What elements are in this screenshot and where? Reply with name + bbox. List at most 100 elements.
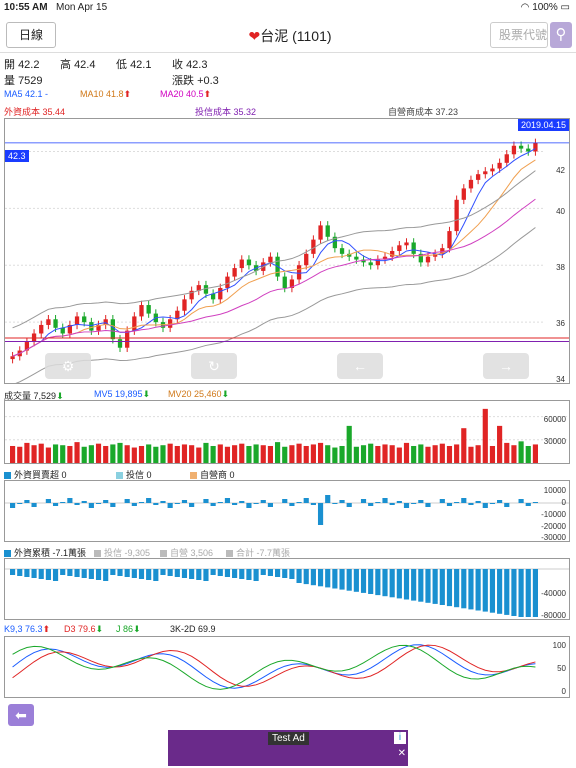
ad-close-icon[interactable]: ✕ xyxy=(397,748,406,759)
candle-body xyxy=(53,319,58,328)
price-chart-pane[interactable]: 42 40 38 36 34 2019.04.15 42.3 ⚙ ↻ ← → xyxy=(4,118,570,384)
legend-swatch xyxy=(190,472,197,480)
candle-body xyxy=(196,285,201,291)
institution-bar xyxy=(310,503,316,505)
institution-bar xyxy=(382,498,388,503)
cumulative-bar xyxy=(518,569,524,617)
institution-bar xyxy=(10,503,16,508)
volume-bar xyxy=(45,447,51,463)
legend-swatch xyxy=(4,550,11,558)
cumulative-pane[interactable]: -40000 -80000 xyxy=(4,558,570,620)
candle-body xyxy=(110,319,115,340)
mv5-label: MV5 19,895⬇ xyxy=(94,389,151,399)
cumulative-bar xyxy=(167,569,173,576)
institution-bar xyxy=(131,503,137,506)
total-cumulative-label: 合計 -7.7萬張 xyxy=(226,546,290,559)
candle-body xyxy=(146,305,151,314)
cumulative-bar xyxy=(325,569,331,588)
volume-bar xyxy=(232,445,238,463)
institution-bar xyxy=(346,503,352,507)
candle-body xyxy=(361,259,366,263)
cumulative-bar xyxy=(296,569,302,583)
search-button[interactable]: ⚲ xyxy=(550,22,572,48)
price-tick-label: 36 xyxy=(556,319,565,328)
volume-bar xyxy=(246,445,252,463)
legend-swatch xyxy=(160,550,167,558)
volume-bar xyxy=(88,445,94,463)
stock-code-input[interactable]: 股票代號 xyxy=(490,22,548,48)
candle-body xyxy=(390,251,395,257)
volume-bar xyxy=(74,442,80,463)
favorite-heart-icon[interactable]: ❤ xyxy=(248,28,261,44)
quote-volume: 量 7529 xyxy=(4,75,43,87)
down-arrow-icon: ⬇ xyxy=(133,624,141,634)
volume-pane[interactable]: 60000 30000 xyxy=(4,400,570,464)
institution-bar xyxy=(518,499,524,503)
down-arrow-icon: ⬇ xyxy=(56,391,64,401)
institution-tick-label: 0 xyxy=(561,498,566,507)
volume-bar xyxy=(95,443,102,463)
refresh-button[interactable]: ↻ xyxy=(191,353,237,379)
scroll-left-button[interactable]: ← xyxy=(337,353,383,379)
legend-swatch xyxy=(116,472,123,480)
cumulative-bar xyxy=(267,569,273,576)
volume-bar xyxy=(60,445,66,463)
scroll-right-button[interactable]: → xyxy=(483,353,529,379)
candle-body xyxy=(175,310,180,320)
ad-info-icon[interactable]: i xyxy=(394,732,406,744)
institution-bar xyxy=(174,503,180,504)
volume-bar xyxy=(353,446,359,463)
cumulative-bar xyxy=(174,569,180,577)
dealer-cumulative-label: 自營 3,506 xyxy=(160,546,213,559)
down-arrow-icon: ⬇ xyxy=(142,389,151,399)
cumulative-bar xyxy=(253,569,259,581)
cumulative-bar xyxy=(468,569,474,610)
kd-pane[interactable]: 100 50 0 xyxy=(4,636,570,698)
volume-bar xyxy=(504,442,510,463)
cumulative-bar xyxy=(88,569,94,579)
candle-body xyxy=(246,259,252,266)
j-line xyxy=(12,644,536,690)
cumulative-bar xyxy=(511,569,517,616)
volume-bar xyxy=(289,445,295,463)
legend-swatch xyxy=(4,472,11,480)
foreign-cost-label: 外資成本 35.44 xyxy=(4,107,66,117)
cumulative-tick-label: -40000 xyxy=(541,589,566,598)
volume-bar xyxy=(303,445,309,463)
candle-body xyxy=(82,316,87,323)
back-button[interactable]: ⬅ xyxy=(8,704,34,726)
ad-banner[interactable]: Test Ad i ✕ xyxy=(168,730,408,766)
candle-body xyxy=(490,168,495,172)
period-button[interactable]: 日線 xyxy=(6,22,56,48)
candle-body xyxy=(282,276,287,288)
k2d-value-label: 3K-2D 69.9 xyxy=(170,624,216,634)
cumulative-bar xyxy=(289,569,295,579)
volume-bar xyxy=(38,443,44,463)
institution-bar xyxy=(454,502,460,503)
institution-bar xyxy=(360,499,367,503)
candle-body xyxy=(325,225,330,237)
quote-open: 開 42.2 xyxy=(4,59,40,71)
volume-bar xyxy=(153,446,159,463)
volume-bar xyxy=(454,444,460,463)
cumulative-bar xyxy=(489,569,496,613)
candle-body xyxy=(289,279,295,288)
arrow-left-icon: ← xyxy=(353,358,367,374)
institution-bar xyxy=(267,503,273,507)
gear-icon: ⚙ xyxy=(61,358,75,374)
volume-bar xyxy=(325,445,331,463)
j-value-label: J 86⬇ xyxy=(116,624,141,634)
institution-bar xyxy=(468,503,474,505)
cumulative-bar xyxy=(10,569,16,575)
search-icon: ⚲ xyxy=(555,26,567,43)
cumulative-bar xyxy=(189,569,195,579)
candle-body xyxy=(526,148,531,152)
cumulative-bar xyxy=(52,569,59,581)
institution-bar xyxy=(368,503,374,506)
institution-bar xyxy=(189,503,195,507)
cumulative-bar xyxy=(124,569,130,577)
settings-button[interactable]: ⚙ xyxy=(45,353,91,379)
institution-pane[interactable]: 10000 0 -10000 -20000 -30000 xyxy=(4,480,570,542)
institution-bar xyxy=(489,503,496,504)
candle-body xyxy=(89,322,94,331)
